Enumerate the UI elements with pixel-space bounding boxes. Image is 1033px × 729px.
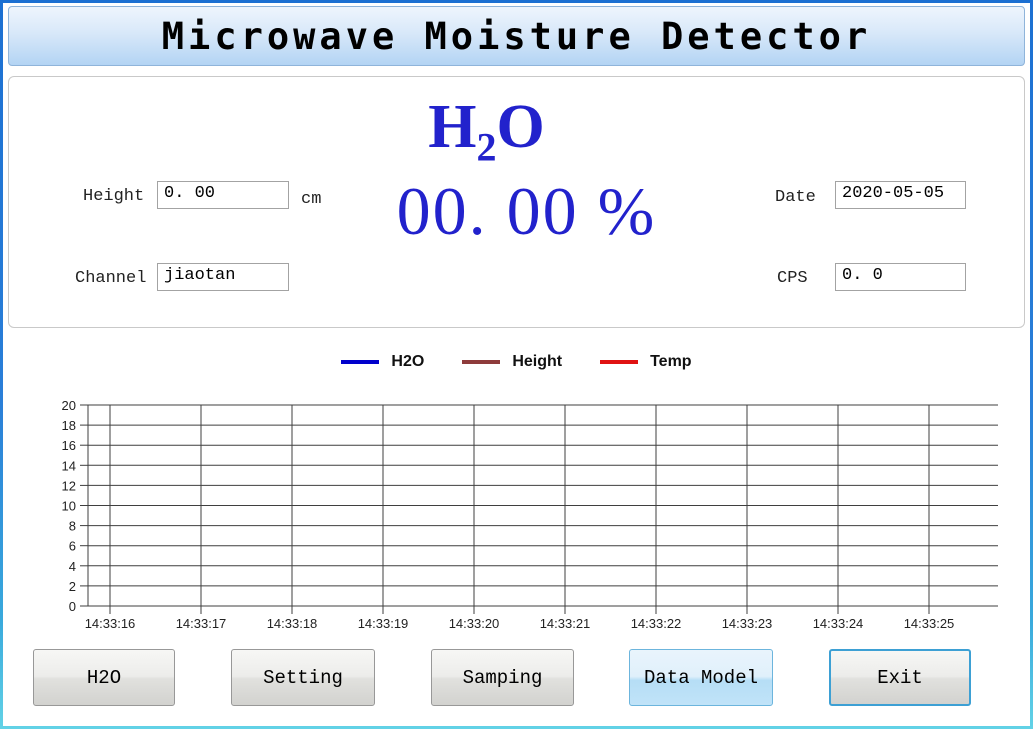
chart-legend: H2O Height Temp: [3, 353, 1030, 371]
button-row: H2O Setting Samping Data Model Exit: [3, 649, 1033, 707]
readout-panel: Height 0. 00 cm Channel jiaotan Date 202…: [8, 76, 1025, 328]
x-tick-label: 14:33:16: [85, 616, 136, 631]
h2o-formula: H2O: [428, 93, 545, 170]
height-label: Height: [83, 187, 145, 206]
y-tick-label: 8: [69, 519, 76, 534]
legend-label-height: Height: [512, 353, 563, 370]
y-tick-label: 10: [62, 499, 76, 514]
x-tick-label: 14:33:22: [631, 616, 682, 631]
y-tick-label: 0: [69, 599, 76, 614]
data-model-button[interactable]: Data Model: [629, 649, 773, 706]
x-tick-label: 14:33:19: [358, 616, 409, 631]
h2o-value: 00. 00 %: [396, 173, 657, 249]
legend-item-temp: Temp: [600, 353, 692, 371]
y-tick-label: 4: [69, 559, 76, 574]
height-input[interactable]: 0. 00: [157, 181, 289, 209]
legend-item-height: Height: [462, 353, 562, 371]
x-tick-label: 14:33:25: [904, 616, 955, 631]
window-body: Microwave Moisture Detector Height 0. 00…: [3, 3, 1030, 726]
trend-chart-plot: 0 2 4 6 8 10 12 14 16 18 20 14:33:16 14:33:17 14:33:1…: [62, 398, 998, 631]
h2o-line-icon: [341, 360, 380, 364]
exit-button[interactable]: Exit: [829, 649, 971, 706]
y-tick-label: 16: [62, 438, 76, 453]
h2o-button[interactable]: H2O: [33, 649, 175, 706]
app-title: Microwave Moisture Detector: [161, 14, 872, 58]
legend-label-h2o: H2O: [391, 353, 425, 370]
y-tick-label: 12: [62, 478, 76, 493]
y-tick-label: 18: [62, 418, 76, 433]
y-tick-label: 6: [69, 539, 76, 554]
legend-item-h2o: H2O: [341, 353, 424, 371]
trend-chart: 0 2 4 6 8 10 12 14 16 18 20 14:33:16 14:33:17 14:33:1…: [3, 391, 1033, 643]
x-tick-label: 14:33:17: [176, 616, 227, 631]
setting-button[interactable]: Setting: [231, 649, 375, 706]
x-tick-label: 14:33:24: [813, 616, 864, 631]
y-tick-label: 20: [62, 398, 76, 413]
channel-input[interactable]: jiaotan: [157, 263, 289, 291]
x-tick-label: 14:33:21: [540, 616, 591, 631]
samping-button[interactable]: Samping: [431, 649, 574, 706]
date-input[interactable]: 2020-05-05: [835, 181, 966, 209]
x-tick-label: 14:33:23: [722, 616, 773, 631]
channel-label: Channel: [75, 269, 147, 288]
height-line-icon: [462, 360, 501, 364]
cps-input[interactable]: 0. 0: [835, 263, 966, 291]
x-tick-label: 14:33:20: [449, 616, 500, 631]
y-tick-label: 2: [69, 579, 76, 594]
cps-label: CPS: [777, 269, 808, 288]
x-tick-label: 14:33:18: [267, 616, 318, 631]
legend-label-temp: Temp: [650, 353, 692, 370]
date-label: Date: [775, 188, 816, 207]
y-tick-label: 14: [62, 458, 76, 473]
temp-line-icon: [600, 360, 639, 364]
height-unit: cm: [301, 190, 322, 209]
h2o-formula-subscript: 2: [476, 124, 497, 170]
title-bar: Microwave Moisture Detector: [8, 6, 1025, 66]
